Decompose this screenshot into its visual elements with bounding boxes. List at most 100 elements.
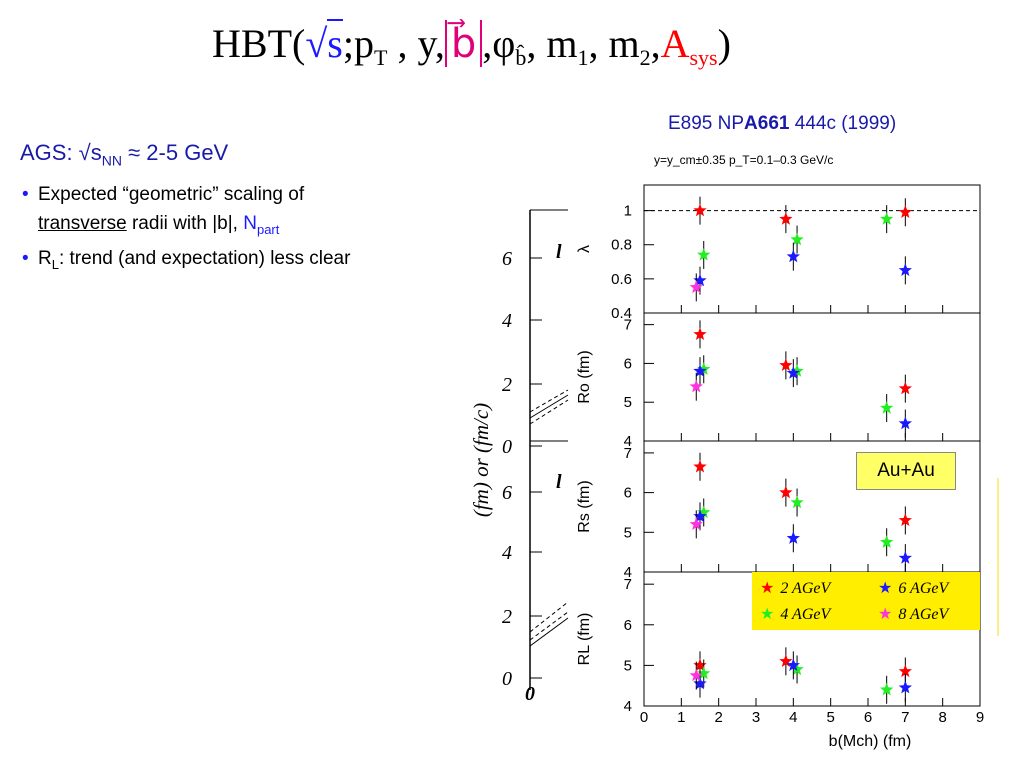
data-point <box>779 358 793 371</box>
formula-close: ) <box>717 21 731 66</box>
formula-title: HBT(√s;pT , y, b⃗ ,φb̂, m1, m2,Asys) <box>212 19 731 71</box>
data-point <box>697 362 711 375</box>
data-point <box>689 379 703 393</box>
left-curve <box>529 617 569 647</box>
x-tick-label: 0 <box>640 709 648 726</box>
left-y-tick-label: 6 <box>502 248 512 270</box>
y-tick-label: 4 <box>624 433 632 450</box>
y-tick-label: 5 <box>624 394 632 411</box>
data-point <box>786 366 800 379</box>
data-point <box>880 535 894 548</box>
y-axis-label: λ <box>576 245 593 253</box>
y-tick-label: 6 <box>624 355 632 372</box>
decorative-line <box>997 478 999 636</box>
left-curve <box>529 394 569 419</box>
star-icon: ★ <box>760 580 775 597</box>
formula-sep1: ; <box>342 21 354 66</box>
au-au-label: Au+Au <box>856 452 956 490</box>
x-tick-label: 1 <box>677 709 685 726</box>
formula-phi-sub: b̂ <box>515 45 527 70</box>
data-point <box>697 505 711 519</box>
formula-sqrt: √s <box>305 19 343 66</box>
data-point <box>693 203 707 217</box>
left-y-tick-label: 2 <box>502 374 512 396</box>
x-tick-label: 9 <box>976 709 984 726</box>
data-point <box>898 551 912 564</box>
data-point <box>689 517 703 530</box>
data-point <box>693 459 707 473</box>
panel-frame <box>643 184 981 314</box>
left-x-tick-label: 0 <box>525 683 535 705</box>
data-point <box>880 401 894 414</box>
data-point <box>898 664 912 678</box>
x-axis-label: b(Mch) (fm) <box>829 733 912 750</box>
formula-m2-sub: 2 <box>639 45 651 70</box>
y-tick-label: 6 <box>624 617 632 634</box>
y-axis-label: Ro (fm) <box>576 350 593 403</box>
reference: E895 NPA661 444c (1999) <box>668 113 897 134</box>
x-tick-label: 8 <box>938 709 946 726</box>
data-point <box>779 654 793 667</box>
left-y-axis-label: (fm) or (fm/c) <box>469 403 493 517</box>
y-axis-label: RL (fm) <box>576 613 593 666</box>
y-tick-label: 1 <box>624 203 632 220</box>
star-icon: ★ <box>760 606 775 623</box>
left-y-tick-label: 6 <box>502 482 512 504</box>
data-point <box>786 658 800 672</box>
data-point <box>790 232 804 246</box>
formula-b: b⃗ <box>444 20 483 67</box>
chart-title: y=y_cm±0.35 p_T=0.1–0.3 GeV/c <box>654 153 833 167</box>
data-point <box>898 205 912 218</box>
data-point <box>786 249 800 263</box>
y-tick-label: 7 <box>624 576 632 593</box>
y-tick-label: 4 <box>624 698 632 715</box>
data-point <box>880 682 894 696</box>
formula-a: A <box>660 21 690 66</box>
y-tick-label: 5 <box>624 657 632 674</box>
data-point <box>898 416 912 430</box>
data-point <box>693 658 707 672</box>
left-y-tick-label: 2 <box>502 606 512 628</box>
y-tick-label: 0.8 <box>611 237 632 254</box>
data-point <box>697 666 711 680</box>
bullet-item: Expected “geometric” scaling oftransvers… <box>22 180 472 244</box>
data-point <box>779 212 793 225</box>
x-tick-label: 4 <box>789 709 797 726</box>
y-tick-label: 6 <box>624 485 632 502</box>
left-curve <box>529 399 569 425</box>
left-partial-label: l <box>556 471 562 493</box>
data-point <box>693 327 707 340</box>
left-curve <box>529 601 569 633</box>
star-icon: ★ <box>878 580 893 597</box>
data-point <box>898 263 912 276</box>
data-point <box>790 662 804 676</box>
y-tick-label: 4 <box>624 564 632 581</box>
left-curve <box>529 611 569 641</box>
data-point <box>693 676 707 690</box>
x-tick-label: 2 <box>714 709 722 726</box>
legend: ★ 2 AGeV ★ 6 AGeV ★ 4 AGeV ★ 8 AGeV <box>752 572 980 630</box>
legend-item-2agev: ★ 2 AGeV <box>760 580 831 597</box>
left-partial-label: l <box>556 241 562 263</box>
data-point <box>697 248 711 261</box>
data-point <box>898 381 912 395</box>
formula-sep2: , <box>482 21 493 66</box>
ags-heading: AGS: √sNN ≈ 2-5 GeV <box>20 140 229 169</box>
legend-item-8agev: ★ 8 AGeV <box>878 606 949 623</box>
left-curve <box>529 389 569 413</box>
data-point <box>790 364 804 377</box>
data-point <box>898 680 912 694</box>
data-point <box>693 364 707 377</box>
y-tick-label: 0.6 <box>611 271 632 288</box>
data-point <box>693 273 707 287</box>
formula-m1-sub: 1 <box>577 45 589 70</box>
bullet-list: Expected “geometric” scaling oftransvers… <box>22 180 472 279</box>
formula-m2: , m <box>588 21 640 66</box>
data-point <box>898 513 912 527</box>
formula-sep3: , <box>650 21 661 66</box>
formula-mid: , y, <box>387 21 445 66</box>
formula-prefix: HBT( <box>212 21 306 66</box>
left-y-tick-label: 4 <box>502 310 512 332</box>
x-tick-label: 6 <box>864 709 872 726</box>
